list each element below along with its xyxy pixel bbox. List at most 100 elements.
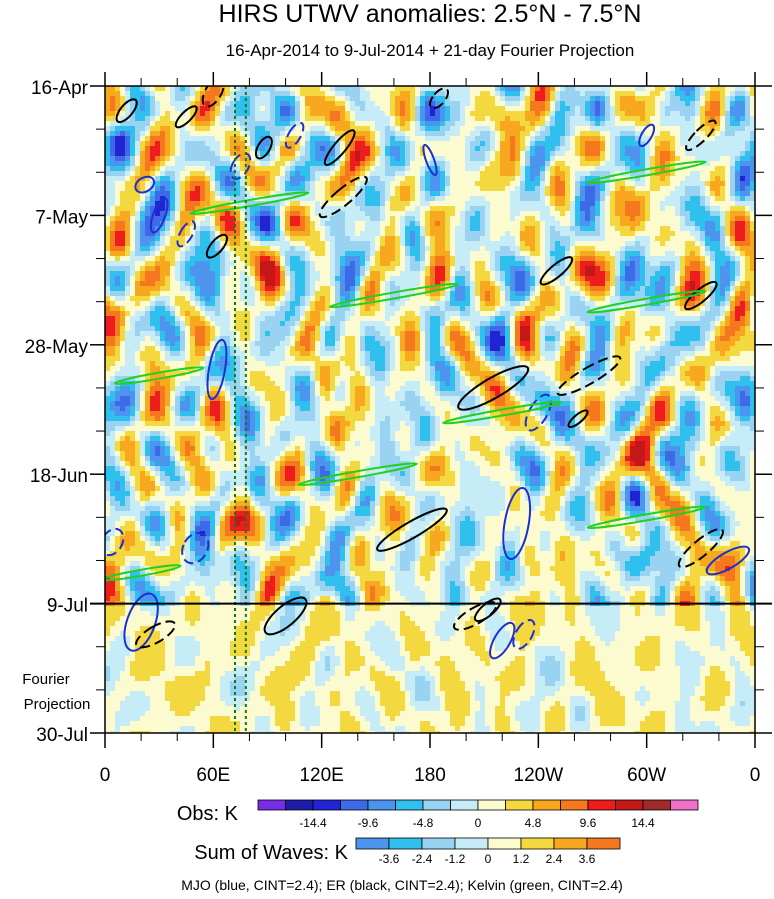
field-cell: [660, 226, 666, 232]
field-cell: [505, 251, 511, 257]
field-cell: [670, 96, 676, 102]
field-cell: [690, 116, 696, 122]
field-cell: [385, 246, 391, 252]
field-cell: [620, 246, 626, 252]
field-cell: [260, 186, 266, 192]
field-cell: [450, 91, 456, 97]
field-cell: [230, 221, 236, 227]
field-cell: [590, 231, 596, 237]
field-cell: [470, 246, 476, 252]
field-cell: [530, 126, 536, 132]
field-cell: [490, 236, 496, 242]
field-cell: [190, 146, 196, 152]
field-cell: [475, 86, 481, 92]
field-cell: [320, 106, 326, 112]
field-cell: [325, 96, 331, 102]
field-cell: [480, 156, 486, 162]
field-cell: [240, 136, 246, 142]
field-cell: [520, 236, 526, 242]
field-cell: [720, 106, 726, 112]
field-cell: [390, 141, 396, 147]
field-cell: [510, 156, 516, 162]
field-cell: [190, 261, 196, 267]
field-cell: [480, 216, 486, 222]
field-cell: [400, 166, 406, 172]
field-cell: [685, 171, 691, 177]
field-cell: [455, 151, 461, 157]
field-cell: [425, 226, 431, 232]
field-cell: [175, 271, 181, 277]
field-cell: [565, 271, 571, 277]
field-cell: [460, 141, 466, 147]
field-cell: [230, 166, 236, 172]
field-cell: [595, 246, 601, 252]
field-cell: [415, 271, 421, 277]
field-cell: [345, 211, 351, 217]
field-cell: [185, 186, 191, 192]
field-cell: [525, 196, 531, 202]
field-cell: [160, 276, 166, 282]
field-cell: [630, 131, 636, 137]
field-cell: [120, 136, 126, 142]
field-cell: [135, 111, 141, 117]
field-cell: [275, 231, 281, 237]
field-cell: [190, 101, 196, 107]
field-cell: [505, 146, 511, 152]
field-cell: [395, 86, 401, 92]
field-cell: [235, 261, 241, 267]
field-cell: [475, 101, 481, 107]
field-cell: [435, 266, 441, 272]
field-cell: [125, 106, 131, 112]
field-cell: [575, 181, 581, 187]
field-cell: [415, 171, 421, 177]
field-cell: [465, 106, 471, 112]
field-cell: [245, 141, 251, 147]
field-cell: [290, 171, 296, 177]
field-cell: [545, 261, 551, 267]
field-cell: [745, 91, 751, 97]
field-cell: [620, 101, 626, 107]
field-cell: [160, 146, 166, 152]
field-cell: [630, 206, 636, 212]
field-cell: [325, 166, 331, 172]
field-cell: [265, 236, 271, 242]
field-cell: [125, 191, 131, 197]
field-cell: [440, 136, 446, 142]
field-cell: [585, 216, 591, 222]
field-cell: [200, 241, 206, 247]
field-cell: [390, 156, 396, 162]
field-cell: [155, 256, 161, 262]
field-cell: [395, 106, 401, 112]
field-cell: [620, 241, 626, 247]
field-cell: [750, 256, 755, 262]
field-cell: [485, 116, 491, 122]
field-cell: [700, 131, 706, 137]
field-cell: [215, 276, 221, 282]
field-cell: [410, 206, 416, 212]
field-cell: [615, 101, 621, 107]
field-cell: [325, 186, 331, 192]
field-cell: [285, 91, 291, 97]
field-cell: [715, 166, 721, 172]
field-cell: [120, 171, 126, 177]
field-cell: [555, 216, 561, 222]
field-cell: [185, 101, 191, 107]
field-cell: [125, 236, 131, 242]
field-cell: [115, 196, 121, 202]
field-cell: [740, 196, 746, 202]
field-cell: [195, 116, 201, 122]
field-cell: [335, 221, 341, 227]
field-cell: [705, 116, 711, 122]
field-cell: [675, 261, 681, 267]
field-cell: [400, 201, 406, 207]
field-cell: [680, 236, 686, 242]
field-cell: [700, 171, 706, 177]
field-cell: [260, 206, 266, 212]
field-cell: [255, 96, 261, 102]
field-cell: [330, 171, 336, 177]
field-cell: [210, 131, 216, 137]
field-cell: [290, 96, 296, 102]
field-cell: [655, 126, 661, 132]
field-cell: [540, 96, 546, 102]
field-cell: [195, 266, 201, 272]
